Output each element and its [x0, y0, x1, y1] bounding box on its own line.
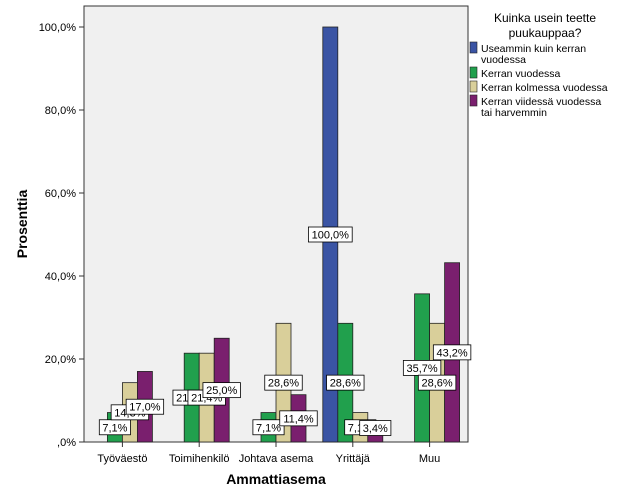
legend-title: Kuinka usein teette puukauppaa?	[494, 11, 596, 40]
data-label: 28,6%	[268, 378, 299, 390]
y-tick-label: 40,0%	[45, 271, 76, 283]
x-tick-label: Toimihenkilö	[169, 453, 230, 465]
data-label: 3,4%	[363, 423, 388, 435]
x-tick-label: Työväestö	[97, 453, 147, 465]
data-label: 35,7%	[406, 363, 437, 375]
data-label-box	[432, 344, 472, 361]
legend: Kuinka usein teette puukauppaa? Useammin k…	[469, 11, 608, 119]
x-tick-label: Yrittäjä	[336, 453, 371, 465]
data-label: 7,1%	[256, 422, 281, 434]
data-label-box	[264, 374, 303, 391]
bar-labels: 7,1%14,3%17,0%21,4%21,4%25,0%7,1%28,6%11…	[98, 226, 472, 436]
y-tick-label: 100,0%	[39, 22, 77, 34]
data-label-box	[125, 398, 165, 415]
data-label: 7,1%	[102, 422, 127, 434]
data-label-box	[359, 420, 392, 436]
data-label-box	[202, 382, 241, 399]
x-axis-label: Ammattiasema	[226, 471, 326, 487]
data-label-box	[417, 374, 457, 391]
data-label: 28,6%	[330, 378, 361, 390]
y-axis-label: Prosenttia	[14, 190, 30, 259]
y-tick-label: 60,0%	[45, 188, 76, 200]
legend-entry: Kerran viidessä vuodessa tai harvemmin	[481, 96, 601, 119]
data-label-box	[279, 410, 318, 427]
legend-entry: Kerran kolmessa vuodessa	[481, 82, 608, 94]
y-axis: ,0% 20,0% 40,0% 60,0% 80,0% 100,0%	[39, 22, 84, 449]
legend-swatch	[469, 41, 478, 54]
data-label-box	[252, 419, 285, 436]
y-tick-label: ,0%	[57, 437, 76, 449]
y-tick-label: 20,0%	[45, 354, 76, 366]
legend-swatch	[469, 66, 478, 79]
data-label: 100,0%	[312, 230, 350, 242]
legend-swatch	[469, 94, 478, 107]
data-label: 28,6%	[421, 378, 452, 390]
data-label: 17,0%	[129, 402, 160, 414]
x-axis: Työväestö Toimihenkilö Johtava asema Yrittä…	[97, 442, 440, 465]
x-tick-label: Johtava asema	[239, 453, 314, 465]
y-tick-label: 80,0%	[45, 105, 76, 117]
x-tick-label: Muu	[419, 453, 440, 465]
data-label-box	[307, 226, 353, 243]
data-label: 43,2%	[436, 347, 467, 359]
data-label-box	[326, 374, 365, 391]
data-label: 11,4%	[283, 413, 314, 425]
legend-entry: Kerran vuodessa	[481, 68, 561, 80]
data-label: 25,0%	[206, 385, 237, 397]
legend-entry: Useammin kuin kerran vuodessa	[481, 43, 586, 66]
legend-swatch	[469, 80, 478, 93]
